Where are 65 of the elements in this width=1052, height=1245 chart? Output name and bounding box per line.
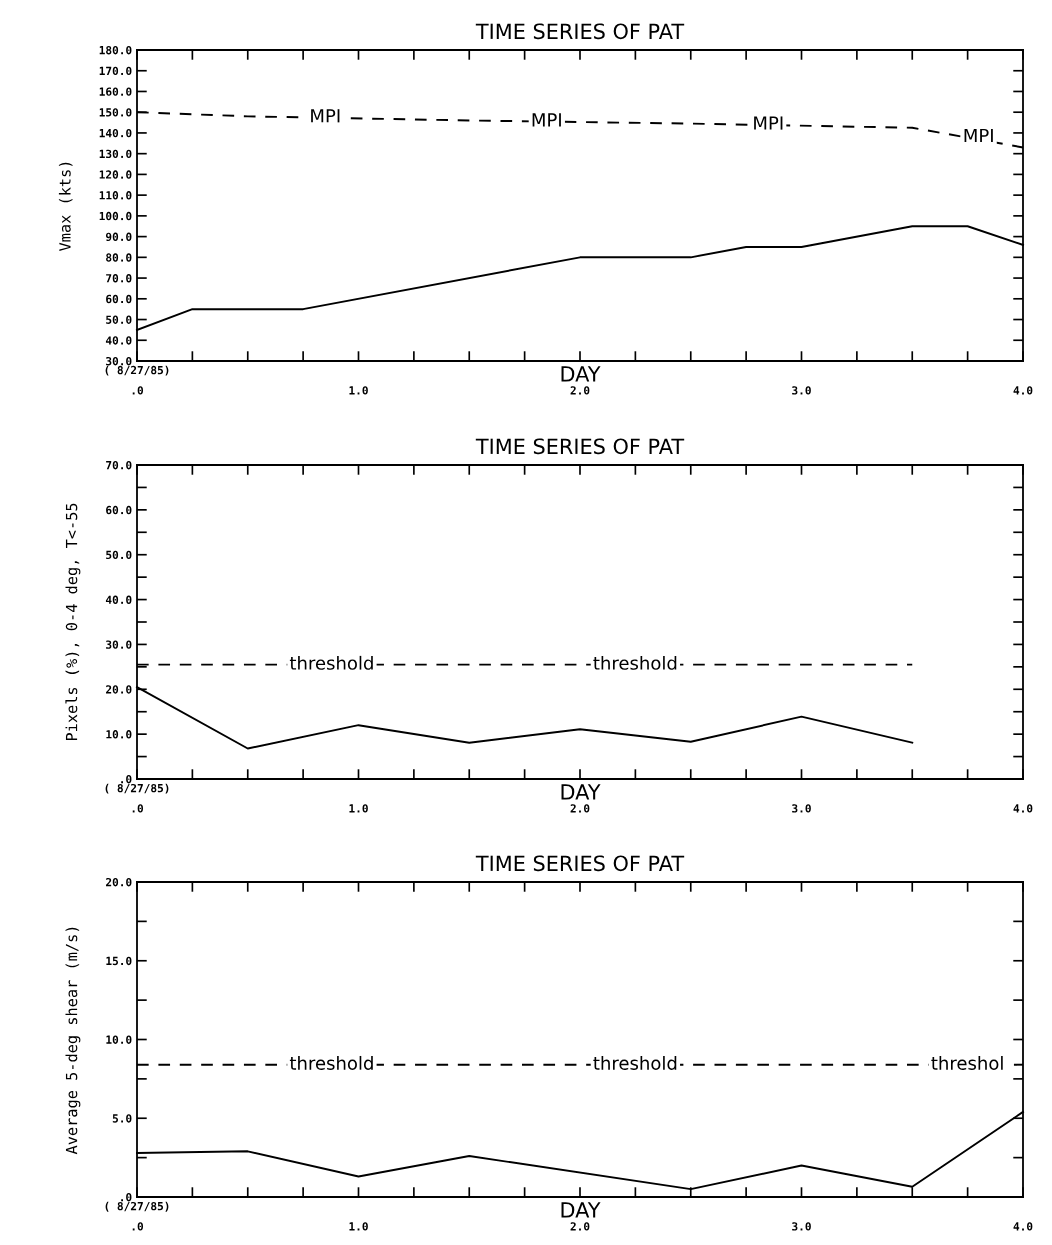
annotation: MPI — [311, 109, 340, 123]
y-axis-title: Vmax (kts) — [58, 162, 73, 252]
x-tick-label: 2.0 — [570, 1222, 590, 1231]
x-tick-label: 1.0 — [349, 386, 368, 395]
y-tick-label: 180.0 — [99, 45, 132, 55]
y-axis-title: Pixels (%), 0-4 deg, T<-55 — [65, 503, 81, 741]
x-tick-label: .0 — [132, 804, 144, 813]
text: ( 8/27/85) — [105, 783, 169, 794]
y-tick-label: 5.0 — [112, 1114, 132, 1123]
annotation: MPI — [964, 128, 993, 143]
y-tick-label: 30.0 — [106, 356, 132, 366]
annotation: threshold — [593, 1055, 677, 1070]
annotation: MPI — [754, 116, 783, 130]
x-tick-label: 4.0 — [1013, 804, 1033, 813]
y-tick-label: 70.0 — [106, 460, 132, 470]
x-tick-label: .0 — [132, 386, 144, 395]
x-tick-label: 3.0 — [792, 804, 811, 813]
y-tick-label: 10.0 — [106, 1035, 132, 1044]
y-tick-label: 100.0 — [99, 211, 132, 221]
y-tick-label: .0 — [121, 774, 132, 784]
y-tick-label: 90.0 — [105, 232, 132, 242]
x-tick-label: 2.0 — [570, 386, 590, 395]
y-tick-label: 50.0 — [106, 315, 132, 324]
x-axis-title: DAY — [561, 366, 601, 382]
text: ( 8/27/85) — [105, 365, 169, 376]
x-tick-label: .0 — [132, 1222, 144, 1231]
y-tick-label: 70.0 — [106, 274, 132, 283]
y-tick-label: 20.0 — [106, 685, 132, 694]
annotation: threshol — [931, 1055, 1003, 1070]
y-tick-label: 40.0 — [105, 595, 132, 604]
y-tick-label: 140.0 — [99, 128, 132, 138]
chart-title: TIME SERIES OF PAT — [475, 23, 685, 40]
x-tick-label: 4.0 — [1013, 386, 1033, 395]
x-tick-label: 1.0 — [349, 804, 368, 813]
y-tick-label: 60.0 — [106, 294, 132, 304]
chart-title: TIME SERIES OF PAT — [475, 855, 685, 872]
annotation: threshold — [289, 1055, 373, 1070]
y-tick-label: 20.0 — [106, 877, 132, 887]
x-tick-label: 2.0 — [570, 804, 590, 813]
x-tick-label: 4.0 — [1013, 1222, 1033, 1231]
x-axis-title: DAY — [561, 784, 601, 800]
y-tick-label: 120.0 — [99, 170, 132, 179]
y-axis-title: Average 5-deg shear (m/s) — [65, 927, 81, 1155]
annotation: threshold — [289, 655, 373, 670]
y-tick-label: 170.0 — [99, 66, 132, 76]
y-tick-label: 10.0 — [106, 730, 132, 739]
x-tick-label: 1.0 — [349, 1222, 368, 1231]
x-tick-label: 3.0 — [792, 1222, 811, 1231]
annotation: threshold — [593, 655, 677, 670]
y-tick-label: 80.0 — [106, 253, 132, 262]
y-tick-label: 50.0 — [106, 550, 132, 560]
y-tick-label: 40.0 — [105, 336, 132, 345]
y-tick-label: .0 — [121, 1192, 132, 1202]
x-tick-label: 3.0 — [792, 386, 811, 395]
y-tick-label: 150.0 — [99, 108, 132, 117]
y-tick-label: 15.0 — [106, 956, 132, 966]
y-tick-label: 60.0 — [106, 505, 132, 515]
chart-title: TIME SERIES OF PAT — [475, 438, 685, 455]
text: ( 8/27/85) — [105, 1201, 169, 1212]
x-axis-title: DAY — [561, 1202, 601, 1218]
y-tick-label: 160.0 — [99, 87, 132, 96]
y-tick-label: 130.0 — [99, 149, 132, 159]
y-tick-label: 110.0 — [99, 191, 132, 200]
y-tick-label: 30.0 — [106, 640, 132, 649]
annotation: MPI — [532, 113, 561, 127]
